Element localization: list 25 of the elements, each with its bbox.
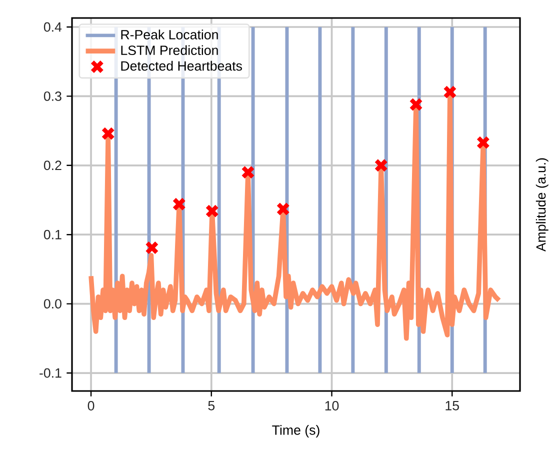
x-tick-label: 0: [88, 401, 94, 410]
x-tick-label: 10: [325, 401, 339, 410]
legend-label: Detected Heartbeats: [121, 60, 242, 71]
x-tick-label: 5: [208, 401, 215, 410]
point: [145, 240, 159, 255]
y-axis-title: Amplitude (a.u.): [536, 158, 548, 252]
y-tick-label: 0.3: [44, 91, 62, 101]
point: [409, 98, 423, 112]
legend-label: R-Peak Location: [121, 30, 218, 40]
y-tick-label: 0.4: [44, 22, 62, 32]
y-tick-label: 0.0: [44, 299, 62, 309]
point: [205, 204, 219, 218]
point: [276, 202, 290, 216]
y-tick-label: 0.1: [44, 230, 62, 240]
point: [241, 165, 255, 180]
x-tick-label: 15: [446, 401, 459, 410]
point: [172, 197, 186, 212]
point: [101, 126, 115, 140]
y-tick-label: -0.1: [40, 368, 62, 378]
x-axis-title: Time (s): [272, 425, 320, 438]
point: [374, 158, 388, 172]
legend-label: LSTM Prediction: [121, 45, 218, 56]
point: [476, 136, 490, 150]
y-tick-label: 0.2: [44, 160, 62, 170]
point: [443, 85, 457, 99]
